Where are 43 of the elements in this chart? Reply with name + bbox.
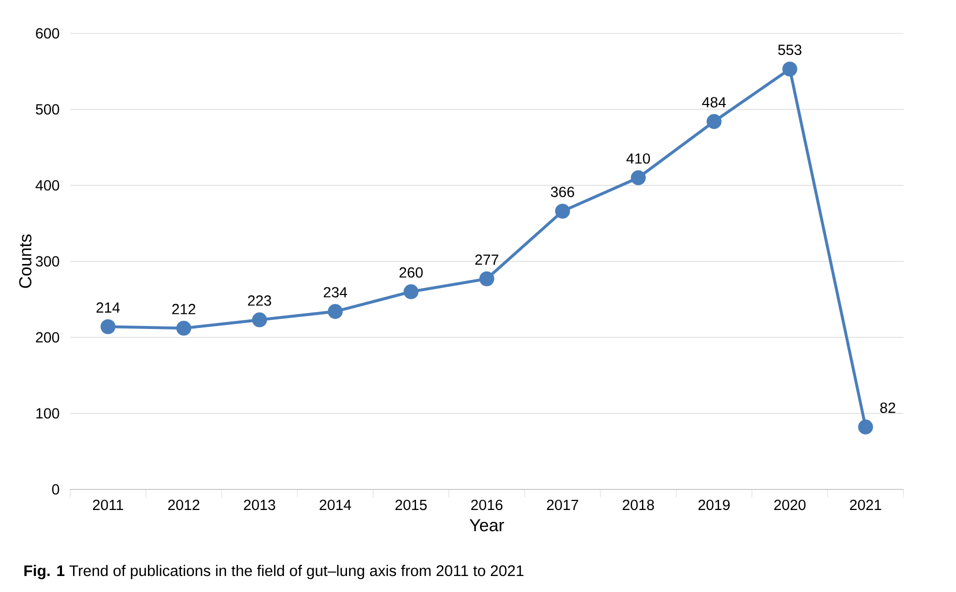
x-tick-label: 2013 — [244, 500, 276, 510]
y-tick-label: 400 — [36, 180, 60, 191]
point — [404, 284, 419, 300]
y-tick-label: 600 — [36, 28, 60, 39]
point — [252, 312, 267, 328]
data-label: 366 — [550, 186, 574, 198]
point — [555, 204, 570, 219]
x-tick-label: 2015 — [395, 500, 427, 510]
y-tick-label: 500 — [36, 104, 60, 115]
y-tick-label: 300 — [36, 256, 60, 267]
point — [100, 319, 116, 334]
x-tick-label: 2017 — [546, 500, 578, 510]
data-label: 410 — [626, 153, 650, 164]
y-axis-title: Counts — [19, 234, 32, 288]
y-tick-label: 200 — [36, 332, 60, 343]
x-tick-label: 2018 — [622, 500, 654, 510]
point — [782, 62, 798, 77]
data-label: 82 — [880, 402, 896, 413]
x-tick-label: 2016 — [471, 500, 502, 510]
point — [630, 170, 646, 186]
x-tick-label: 2021 — [850, 500, 882, 510]
data-label: 277 — [475, 254, 498, 265]
x-tick-label: 2019 — [698, 500, 730, 510]
y-tick-label: 100 — [36, 408, 60, 419]
point — [858, 420, 874, 434]
point — [479, 271, 494, 286]
data-label: 234 — [324, 287, 348, 298]
data-label: 260 — [400, 267, 423, 278]
x-tick-label: 2011 — [92, 500, 124, 510]
y-tick-label: 0 — [52, 484, 60, 495]
data-label: 223 — [248, 295, 272, 306]
x-tick-label: 2020 — [774, 500, 806, 510]
data-label: 212 — [172, 304, 196, 314]
x-tick-label: 2012 — [168, 500, 200, 510]
point — [706, 114, 722, 129]
data-label: 214 — [96, 302, 120, 313]
data-label: 484 — [702, 97, 726, 108]
point — [176, 320, 192, 336]
text: Fig. 1 Trend of publications in the field of gut–lung axis from 2011 to 2021 — [24, 564, 524, 580]
x-tick-label: 2014 — [320, 500, 352, 510]
data-label: 553 — [778, 44, 802, 56]
point — [328, 304, 343, 319]
x-axis-title: Year — [470, 519, 504, 532]
